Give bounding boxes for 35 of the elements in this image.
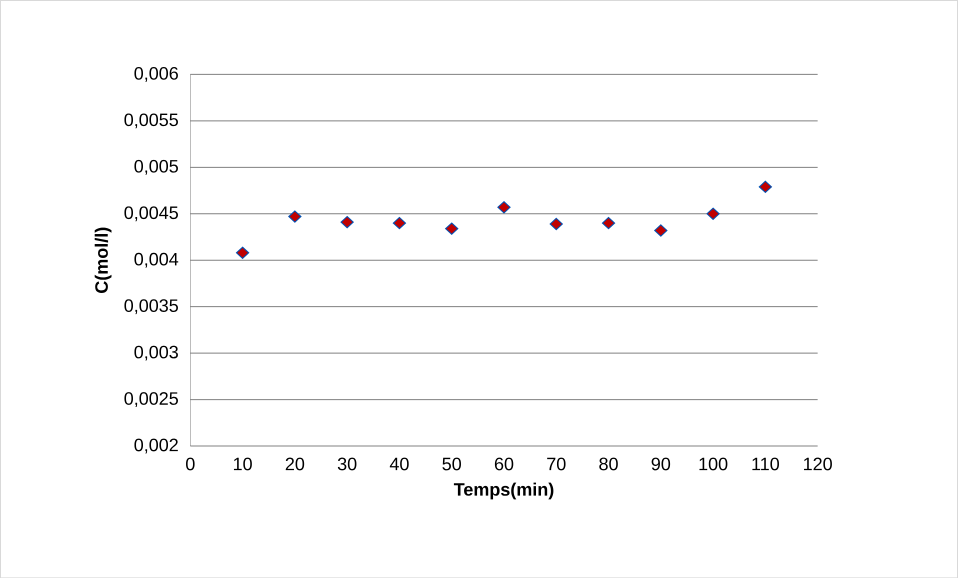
x-tick-label: 20 xyxy=(286,457,304,470)
x-axis-title: Temps(min) xyxy=(454,482,554,500)
y-tick-label: 0,005 xyxy=(134,160,178,175)
y-tick-label: 0,0035 xyxy=(124,299,178,314)
y-tick-label: 0,003 xyxy=(134,346,178,360)
x-tick-label: 10 xyxy=(234,457,252,470)
point xyxy=(654,224,668,236)
x-tick-label: 50 xyxy=(442,457,461,470)
point xyxy=(706,207,720,220)
point xyxy=(550,218,563,230)
y-tick-label: 0,002 xyxy=(134,438,178,454)
x-tick-label: 80 xyxy=(599,457,618,470)
point xyxy=(445,222,458,235)
x-tick-label: 40 xyxy=(390,457,409,470)
x-tick-label: 70 xyxy=(547,457,566,470)
point xyxy=(758,180,772,193)
x-tick-label: 90 xyxy=(652,457,670,470)
y-axis-title: C(mol/l) xyxy=(94,227,112,293)
x-tick-label: 100 xyxy=(699,457,728,470)
y-tick-label: 0,004 xyxy=(134,252,178,268)
point xyxy=(288,210,302,223)
y-tick-label: 0,006 xyxy=(134,66,178,82)
point xyxy=(340,216,354,228)
x-tick-label: 120 xyxy=(804,457,832,470)
y-tick-label: 0,0025 xyxy=(124,392,178,407)
y-tick-label: 0,0045 xyxy=(124,206,178,222)
x-tick-label: 110 xyxy=(752,457,779,470)
x-tick-label: 60 xyxy=(494,457,514,470)
point xyxy=(602,216,616,230)
point xyxy=(236,246,250,259)
x-tick-label: 0 xyxy=(186,457,195,470)
x-tick-label: 30 xyxy=(338,457,356,470)
y-tick-label: 0,0055 xyxy=(124,113,178,128)
point xyxy=(392,216,406,230)
point xyxy=(497,200,511,214)
